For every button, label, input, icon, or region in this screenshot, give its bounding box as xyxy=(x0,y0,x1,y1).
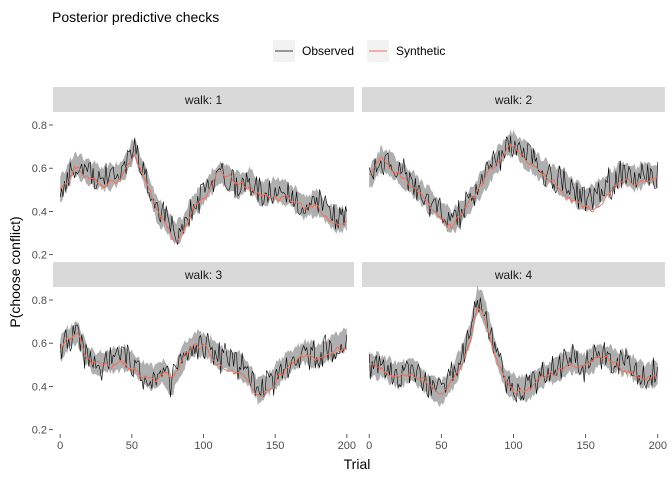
y-tick-label: 0.2 xyxy=(32,250,47,262)
observed-series-line xyxy=(59,324,348,398)
y-tick-label: 0.2 xyxy=(32,425,47,437)
x-tick-label: 150 xyxy=(266,440,284,452)
chart-title: Posterior predictive checks xyxy=(52,9,219,25)
x-tick-label: 50 xyxy=(435,440,447,452)
observed-series-line xyxy=(368,135,659,230)
observed-interval-band xyxy=(60,320,347,405)
facet-strip xyxy=(362,262,665,287)
x-tick-label: 100 xyxy=(194,440,212,452)
facet-panels: walk: 1 0.2 0.4 0.6 0.8 walk: 2 walk: 3 0.2 0.4 0… xyxy=(32,87,667,452)
x-tick-label: 200 xyxy=(649,440,667,452)
legend-label-synthetic: Synthetic xyxy=(396,44,445,58)
x-tick-label: 50 xyxy=(126,440,138,452)
synthetic-series-line xyxy=(368,305,659,396)
y-tick-label: 0.6 xyxy=(32,163,47,175)
facet-strip-label: walk: 1 xyxy=(184,93,223,107)
legend: Observed Synthetic xyxy=(273,40,445,62)
x-tick-label: 0 xyxy=(366,440,372,452)
y-tick-label: 0.8 xyxy=(32,120,47,132)
y-tick-label: 0.4 xyxy=(32,381,47,393)
y-tick-label: 0.6 xyxy=(32,338,47,350)
x-axis-title: Trial xyxy=(344,456,371,472)
facet-strip xyxy=(53,262,354,287)
y-axis-title: P(choose conflict) xyxy=(7,216,23,327)
observed-interval-band xyxy=(369,285,658,407)
synthetic-series-line xyxy=(59,332,348,397)
facet-strip-label: walk: 2 xyxy=(494,93,533,107)
synthetic-series-line xyxy=(59,152,348,243)
y-tick-label: 0.4 xyxy=(32,206,47,218)
legend-label-observed: Observed xyxy=(302,44,354,58)
y-tick-label: 0.8 xyxy=(32,295,47,307)
facet-strip-label: walk: 4 xyxy=(494,268,533,282)
x-tick-label: 100 xyxy=(504,440,522,452)
facet-strip xyxy=(362,87,665,112)
facet-strip-label: walk: 3 xyxy=(184,268,223,282)
synthetic-series-line xyxy=(368,143,659,230)
observed-interval-band xyxy=(60,136,347,245)
x-tick-label: 200 xyxy=(338,440,356,452)
x-tick-label: 150 xyxy=(576,440,594,452)
facet-strip xyxy=(53,87,354,112)
x-tick-label: 0 xyxy=(57,440,63,452)
observed-series-line xyxy=(368,297,659,403)
